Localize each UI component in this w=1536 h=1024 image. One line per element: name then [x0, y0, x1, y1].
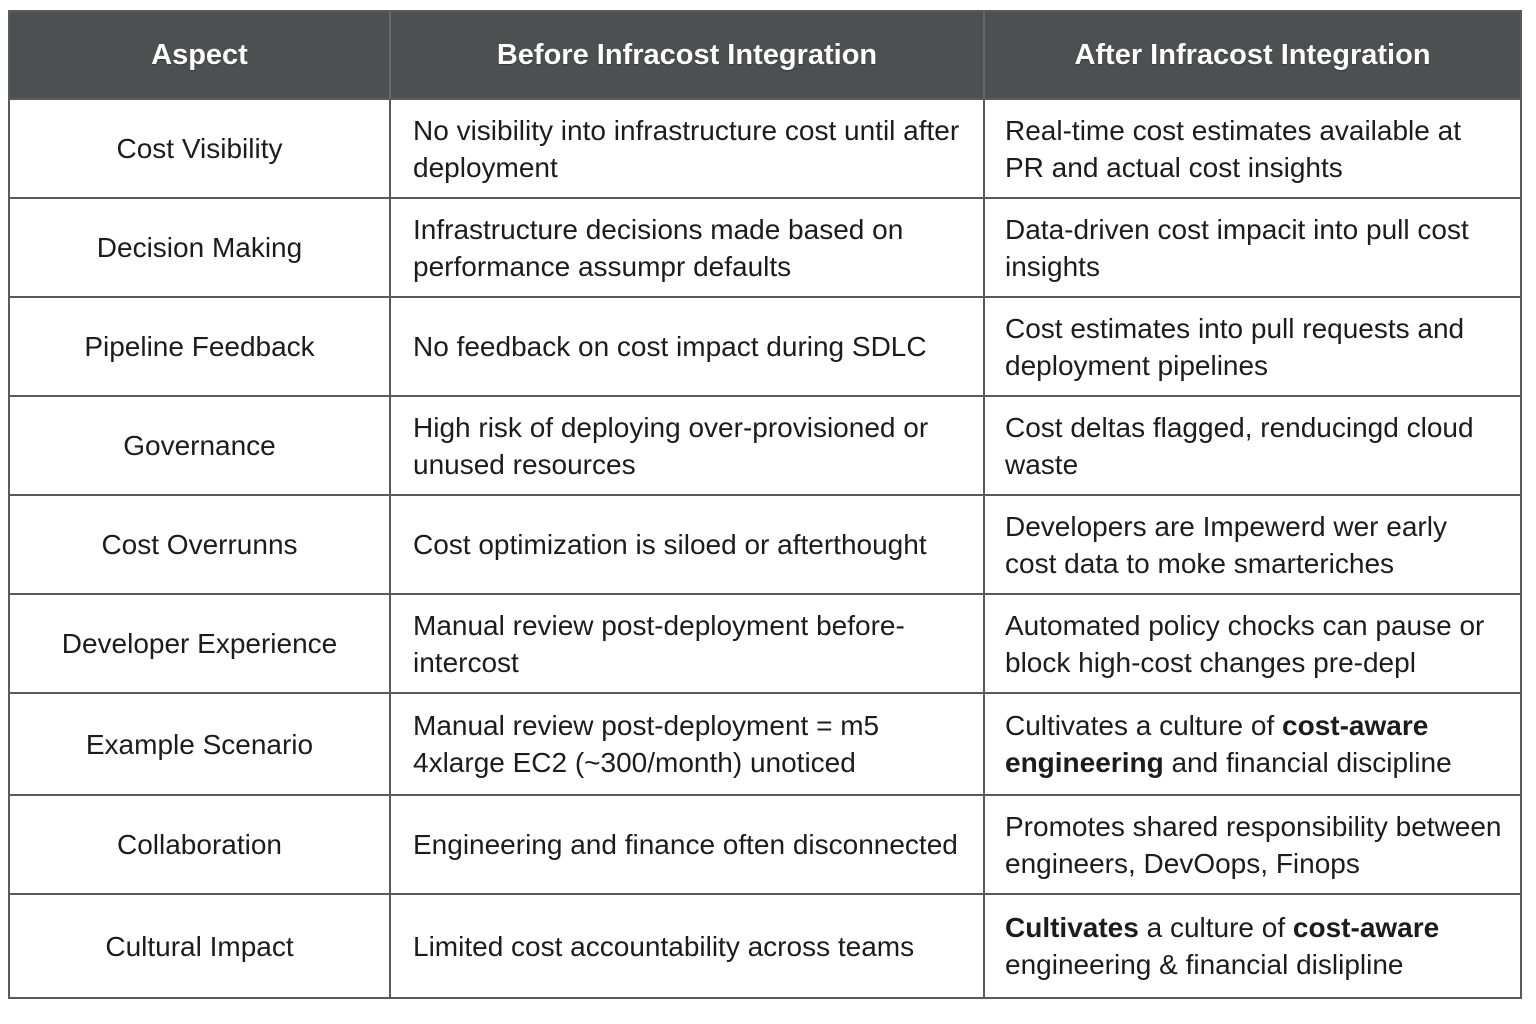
after-text-part: Cultivates a culture of — [1005, 710, 1283, 741]
row-after-cultural-impact: Cultivates a culture of cost-aware engin… — [985, 893, 1520, 997]
row-after-decision-making: Data-driven cost impacit into pull cost … — [985, 197, 1520, 296]
after-text-bold: cost-aware engineering — [1005, 710, 1429, 778]
row-aspect-pipeline-feedback: Pipeline Feedback — [10, 296, 391, 395]
row-before-cost-overruns: Cost optimization is siloed or afterthou… — [391, 494, 985, 593]
row-after-cost-visibility: Real-time cost estimates available at PR… — [985, 98, 1520, 197]
row-before-decision-making: Infrastructure decisions made based on p… — [391, 197, 985, 296]
row-after-cultural-impact-text: Cultivates a culture of cost-aware engin… — [1005, 909, 1506, 983]
row-before-cultural-impact: Limited cost accountability across teams — [391, 893, 985, 997]
row-aspect-decision-making: Decision Making — [10, 197, 391, 296]
after-text-part: engineering & financial dislipline — [1005, 949, 1404, 980]
header-aspect: Aspect — [10, 12, 391, 98]
row-aspect-governance: Governance — [10, 395, 391, 494]
row-aspect-example-scenario: Example Scenario — [10, 692, 391, 794]
row-after-cost-overruns: Developers are Impewerd wer early cost d… — [985, 494, 1520, 593]
row-aspect-cost-visibility: Cost Visibility — [10, 98, 391, 197]
row-after-developer-experience: Automated policy chocks can pause or blo… — [985, 593, 1520, 692]
row-after-governance: Cost deltas flagged, renducingd cloud wa… — [985, 395, 1520, 494]
row-aspect-cultural-impact: Cultural Impact — [10, 893, 391, 997]
row-before-cost-visibility: No visibility into infrastructure cost u… — [391, 98, 985, 197]
row-after-example-scenario-text: Cultivates a culture of cost-aware engin… — [1005, 707, 1506, 781]
row-aspect-developer-experience: Developer Experience — [10, 593, 391, 692]
row-after-example-scenario: Cultivates a culture of cost-aware engin… — [985, 692, 1520, 794]
header-before: Before Infracost Integration — [391, 12, 985, 98]
row-before-pipeline-feedback: No feedback on cost impact during SDLC — [391, 296, 985, 395]
row-before-example-scenario: Manual review post-deployment = m5 4xlar… — [391, 692, 985, 794]
after-text-bold: Cultivates — [1005, 912, 1139, 943]
after-text-part: and financial discipline — [1163, 747, 1452, 778]
row-after-collaboration: Promotes shared responsibility between e… — [985, 794, 1520, 893]
header-after: After Infracost Integration — [985, 12, 1520, 98]
row-aspect-collaboration: Collaboration — [10, 794, 391, 893]
after-text-bold: cost-aware — [1292, 912, 1440, 943]
comparison-table: Aspect Before Infracost Integration Afte… — [8, 10, 1522, 999]
row-before-governance: High risk of deploying over-provisioned … — [391, 395, 985, 494]
row-aspect-cost-overruns: Cost Overrunns — [10, 494, 391, 593]
row-before-collaboration: Engineering and finance often disconnect… — [391, 794, 985, 893]
row-before-developer-experience: Manual review post-deployment before-int… — [391, 593, 985, 692]
row-after-pipeline-feedback: Cost estimates into pull requests and de… — [985, 296, 1520, 395]
after-text-part: a culture of — [1138, 912, 1293, 943]
